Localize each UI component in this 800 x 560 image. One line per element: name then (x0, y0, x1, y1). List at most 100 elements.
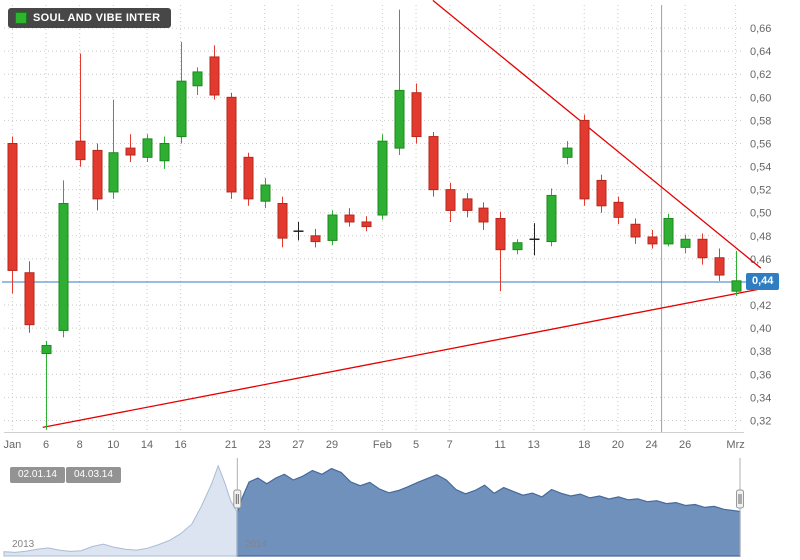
x-axis-label: 8 (77, 439, 83, 451)
handle-box (736, 489, 744, 509)
y-axis-label: 0,62 (750, 69, 771, 81)
candle[interactable] (731, 250, 742, 296)
candle-body (159, 142, 170, 162)
year-label-2014: 2014 (245, 539, 268, 550)
price-chart[interactable]: 0,66 0,64 0,62 0,60 0,58 0,56 0,54 0,52 0,50 0,48… (0, 0, 800, 452)
candle[interactable] (579, 114, 590, 206)
candle[interactable] (277, 196, 288, 248)
candle-body (176, 80, 187, 138)
candle[interactable] (41, 340, 52, 430)
x-axis-label: 13 (528, 439, 540, 451)
candle-body (75, 140, 86, 161)
candle[interactable] (7, 136, 18, 294)
candle[interactable] (714, 248, 725, 281)
candle[interactable] (462, 193, 473, 218)
x-axis-label: 29 (326, 439, 338, 451)
trendline-support (42, 288, 761, 429)
navigator-handle-right[interactable] (736, 489, 744, 509)
candle-body (445, 189, 456, 211)
candle-body (512, 242, 523, 251)
candle[interactable] (125, 134, 136, 162)
candle-body (277, 202, 288, 239)
x-axis-label: Mrz (726, 439, 744, 451)
candle[interactable] (176, 41, 187, 144)
handle-box (233, 489, 242, 509)
x-axis-label: 23 (259, 439, 271, 451)
candle-body (714, 257, 725, 276)
candle[interactable] (108, 99, 119, 199)
candle-body (630, 223, 641, 238)
candle[interactable] (630, 218, 641, 244)
y-axis-label: 0,66 (750, 23, 771, 35)
candle[interactable] (209, 45, 220, 100)
x-axis-label: 26 (679, 439, 691, 451)
candle[interactable] (192, 67, 203, 96)
candle[interactable] (428, 131, 439, 197)
candle-body (41, 344, 52, 355)
candle[interactable] (24, 261, 35, 333)
candle[interactable] (293, 221, 304, 241)
candle[interactable] (142, 134, 153, 162)
candle-body (327, 214, 338, 241)
x-axis-label: 18 (578, 439, 590, 451)
candle[interactable] (478, 202, 489, 231)
candle[interactable] (529, 223, 540, 256)
candle-body (209, 56, 220, 96)
candle[interactable] (377, 134, 388, 220)
candle[interactable] (243, 152, 254, 206)
candle[interactable] (562, 141, 573, 165)
candle-body (579, 119, 590, 200)
candle[interactable] (697, 233, 708, 265)
y-axis-label: 0,64 (750, 46, 771, 58)
candle-body (24, 272, 35, 326)
candle[interactable] (344, 208, 355, 227)
candle[interactable] (260, 178, 271, 209)
range-start-label: 02.01.14 (10, 467, 65, 483)
y-axis-label: 0,36 (750, 369, 771, 381)
candle[interactable] (411, 83, 422, 144)
candle-body (394, 89, 405, 149)
candle-body (647, 236, 658, 245)
candle[interactable] (159, 136, 170, 169)
y-axis-label: 0,48 (750, 231, 771, 243)
candle[interactable] (75, 53, 86, 167)
x-axis-label: 6 (43, 439, 49, 451)
x-axis-label: Jan (4, 439, 22, 451)
y-axis-label: 0,42 (750, 300, 771, 312)
candle[interactable] (394, 9, 405, 156)
candle-body (142, 138, 153, 158)
candle[interactable] (495, 211, 506, 292)
y-axis-label: 0,38 (750, 346, 771, 358)
candle[interactable] (310, 228, 321, 248)
navigator-outside-area[interactable] (3, 464, 238, 557)
candle[interactable] (361, 216, 372, 232)
navigator-chart[interactable] (0, 456, 800, 560)
candle-body (663, 218, 674, 245)
candle[interactable] (647, 230, 658, 249)
y-axis-label: 0,60 (750, 92, 771, 104)
candle[interactable] (512, 239, 523, 255)
candle[interactable] (663, 213, 674, 247)
y-axis-label: 0,52 (750, 185, 771, 197)
navigator-handle-left[interactable] (233, 489, 242, 509)
year-label-2013: 2013 (12, 539, 35, 550)
candle[interactable] (92, 143, 103, 211)
candle[interactable] (613, 196, 624, 225)
candle[interactable] (58, 180, 69, 338)
candle[interactable] (445, 182, 456, 222)
candle-body (7, 142, 18, 271)
candle[interactable] (596, 174, 607, 213)
series-marker-icon (15, 12, 27, 24)
candle-body (428, 136, 439, 191)
candle[interactable] (680, 234, 691, 254)
y-axis-label: 0,34 (750, 392, 771, 404)
candle[interactable] (226, 92, 237, 199)
navigator-selected-area[interactable] (236, 467, 741, 557)
candle-body (226, 96, 237, 193)
y-axis-label: 0,58 (750, 115, 771, 127)
candle[interactable] (327, 210, 338, 246)
x-axis-label: 11 (494, 439, 505, 451)
trendline-resistance (432, 0, 762, 269)
candle[interactable] (546, 188, 557, 247)
candle-body (92, 149, 103, 200)
